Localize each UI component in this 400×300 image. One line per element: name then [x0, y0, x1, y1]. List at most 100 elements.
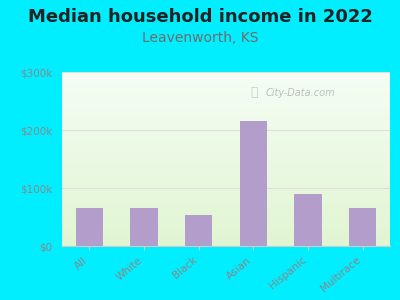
Bar [62, 150, 390, 151]
Bar [62, 148, 390, 149]
Bar [62, 116, 390, 117]
Bar [62, 186, 390, 187]
Bar [62, 100, 390, 101]
Bar [62, 135, 390, 136]
Bar [62, 169, 390, 170]
Bar [62, 206, 390, 207]
Bar [62, 202, 390, 203]
Bar [62, 189, 390, 190]
Bar [130, 208, 158, 246]
Bar [62, 223, 390, 224]
Bar [62, 184, 390, 185]
Bar [62, 226, 390, 227]
Bar [62, 79, 390, 80]
Bar [62, 179, 390, 180]
Bar [62, 177, 390, 178]
Bar [62, 118, 390, 119]
Bar [62, 108, 390, 109]
Bar [62, 82, 390, 83]
Bar [62, 149, 390, 150]
Bar [62, 81, 390, 82]
Bar [62, 215, 390, 216]
Bar [62, 101, 390, 102]
Text: Leavenworth, KS: Leavenworth, KS [142, 32, 258, 46]
Bar [62, 76, 390, 77]
Bar [62, 158, 390, 159]
Bar [62, 205, 390, 206]
Bar [62, 193, 390, 194]
Bar [62, 183, 390, 184]
Bar [62, 74, 390, 75]
Bar [62, 137, 390, 138]
Bar [62, 169, 390, 170]
Bar [62, 241, 390, 242]
Bar [62, 133, 390, 134]
Bar [62, 140, 390, 141]
Bar [62, 86, 390, 87]
Bar [62, 124, 390, 125]
Bar [62, 227, 390, 228]
Bar [62, 185, 390, 186]
Bar [62, 84, 390, 85]
Bar [62, 82, 390, 83]
Bar [62, 236, 390, 237]
Bar [62, 90, 390, 91]
Bar [62, 155, 390, 156]
Bar [62, 229, 390, 230]
Bar [62, 136, 390, 137]
Bar [62, 131, 390, 132]
Bar [62, 78, 390, 79]
Bar [62, 83, 390, 84]
Bar [62, 173, 390, 174]
Bar [62, 144, 390, 145]
Bar [62, 120, 390, 121]
Bar [62, 104, 390, 105]
Bar [62, 139, 390, 140]
Bar [62, 237, 390, 238]
Bar [62, 80, 390, 81]
Bar [76, 208, 103, 246]
Bar [62, 102, 390, 103]
Bar [62, 232, 390, 233]
Bar [62, 91, 390, 92]
Bar [62, 228, 390, 229]
Bar [62, 222, 390, 223]
Bar [62, 153, 390, 154]
Bar [62, 163, 390, 164]
Bar [62, 151, 390, 152]
Bar [62, 141, 390, 142]
Bar [62, 182, 390, 183]
Bar [240, 121, 267, 246]
Bar [62, 202, 390, 203]
Bar [62, 95, 390, 96]
Bar [62, 119, 390, 120]
Bar [62, 203, 390, 204]
Bar [62, 178, 390, 179]
Bar [62, 164, 390, 165]
Bar [62, 211, 390, 212]
Bar [62, 122, 390, 123]
Bar [62, 245, 390, 246]
Bar [185, 215, 212, 246]
Bar [62, 98, 390, 99]
Bar [62, 168, 390, 169]
Bar [62, 240, 390, 241]
Bar [62, 201, 390, 202]
Bar [62, 188, 390, 189]
Bar [62, 142, 390, 143]
Bar [62, 73, 390, 74]
Bar [62, 97, 390, 98]
Bar [62, 224, 390, 225]
Bar [62, 200, 390, 201]
Bar [62, 154, 390, 155]
Bar [62, 110, 390, 111]
Bar [62, 167, 390, 168]
Bar [62, 77, 390, 78]
Bar [62, 128, 390, 129]
Bar [62, 113, 390, 114]
Bar [62, 117, 390, 118]
Bar [62, 88, 390, 89]
Bar [62, 175, 390, 176]
Bar [62, 181, 390, 182]
Bar [62, 208, 390, 209]
